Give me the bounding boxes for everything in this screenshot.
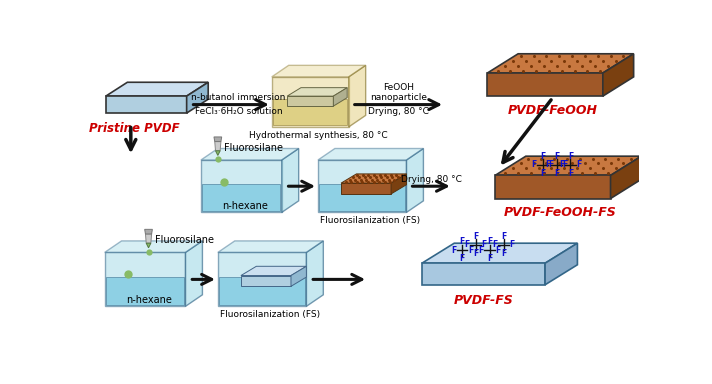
Polygon shape: [145, 234, 152, 243]
Text: F: F: [496, 246, 501, 255]
Text: Fluorosilanization (FS): Fluorosilanization (FS): [220, 310, 320, 319]
Text: F: F: [487, 237, 492, 246]
Text: F: F: [501, 249, 506, 258]
Polygon shape: [318, 149, 424, 160]
Polygon shape: [202, 184, 281, 211]
Polygon shape: [241, 266, 306, 276]
Text: n-hexane: n-hexane: [222, 201, 268, 211]
Polygon shape: [407, 149, 424, 212]
Polygon shape: [610, 156, 642, 199]
Text: Hydrothermal synthesis, 80 °C: Hydrothermal synthesis, 80 °C: [249, 131, 388, 140]
Text: F: F: [501, 232, 506, 241]
Polygon shape: [422, 243, 577, 263]
Polygon shape: [241, 276, 291, 286]
Polygon shape: [495, 175, 610, 199]
Polygon shape: [106, 82, 208, 96]
Text: Fluorosilane: Fluorosilane: [155, 235, 214, 245]
Polygon shape: [495, 156, 642, 175]
Text: F: F: [509, 240, 515, 249]
Text: F: F: [560, 160, 565, 169]
Text: F: F: [493, 240, 498, 249]
Polygon shape: [487, 73, 603, 96]
Text: F: F: [473, 232, 478, 241]
Polygon shape: [145, 229, 152, 234]
Polygon shape: [545, 243, 577, 285]
Polygon shape: [341, 174, 407, 183]
Polygon shape: [187, 82, 208, 113]
Text: F: F: [465, 240, 470, 249]
Polygon shape: [306, 241, 323, 306]
Polygon shape: [272, 77, 349, 127]
Polygon shape: [282, 149, 298, 212]
Text: Fluorosilane: Fluorosilane: [224, 143, 283, 153]
Polygon shape: [186, 241, 202, 306]
Text: n-hexane: n-hexane: [126, 295, 172, 305]
Text: F: F: [459, 237, 464, 246]
Polygon shape: [201, 160, 282, 212]
Polygon shape: [219, 277, 305, 305]
Polygon shape: [214, 137, 221, 142]
Text: PVDF-FeOOH-FS: PVDF-FeOOH-FS: [504, 206, 617, 219]
Text: Fluorosilanization (FS): Fluorosilanization (FS): [320, 216, 420, 225]
Text: PVDF-FS: PVDF-FS: [454, 294, 513, 307]
Text: F: F: [459, 254, 464, 263]
Text: F: F: [487, 254, 492, 263]
Text: F: F: [540, 169, 545, 178]
Polygon shape: [603, 54, 634, 96]
Polygon shape: [318, 160, 407, 212]
Polygon shape: [273, 99, 347, 126]
Polygon shape: [105, 241, 202, 252]
Text: FeOOH
nanoparticle: FeOOH nanoparticle: [370, 83, 427, 102]
Text: F: F: [473, 249, 478, 258]
Text: F: F: [540, 152, 545, 161]
Polygon shape: [146, 243, 151, 248]
Text: F: F: [568, 152, 573, 161]
Polygon shape: [422, 263, 545, 285]
Polygon shape: [106, 277, 184, 305]
Text: n-butanol immersion: n-butanol immersion: [192, 93, 286, 102]
Text: F: F: [554, 152, 559, 161]
Polygon shape: [287, 96, 333, 106]
Text: Drying, 80 °C: Drying, 80 °C: [401, 175, 461, 184]
Text: F: F: [549, 160, 554, 169]
Text: F: F: [481, 240, 487, 249]
Text: F: F: [478, 246, 483, 255]
Polygon shape: [216, 151, 220, 156]
Text: F: F: [576, 160, 582, 169]
Text: F: F: [545, 160, 551, 169]
Text: F: F: [562, 160, 567, 169]
Polygon shape: [391, 174, 407, 194]
Text: PVDF-FeOOH: PVDF-FeOOH: [508, 104, 598, 117]
Polygon shape: [215, 142, 221, 151]
Polygon shape: [201, 149, 298, 160]
Text: F: F: [568, 169, 573, 178]
Polygon shape: [287, 88, 347, 96]
Polygon shape: [106, 96, 187, 113]
Polygon shape: [320, 184, 405, 211]
Polygon shape: [218, 252, 306, 306]
Text: F: F: [532, 160, 537, 169]
Text: F: F: [468, 246, 473, 255]
Polygon shape: [341, 183, 391, 194]
Text: Drying, 80 °C: Drying, 80 °C: [368, 107, 429, 116]
Text: F: F: [554, 169, 559, 178]
Polygon shape: [487, 54, 634, 73]
Polygon shape: [349, 65, 366, 127]
Text: Pristine PVDF: Pristine PVDF: [90, 122, 180, 135]
Text: FeCl₃·6H₂O solution: FeCl₃·6H₂O solution: [195, 107, 283, 116]
Text: F: F: [451, 246, 456, 255]
Polygon shape: [105, 252, 186, 306]
Polygon shape: [272, 65, 366, 77]
Polygon shape: [218, 241, 323, 252]
Polygon shape: [333, 88, 347, 106]
Polygon shape: [291, 266, 306, 286]
